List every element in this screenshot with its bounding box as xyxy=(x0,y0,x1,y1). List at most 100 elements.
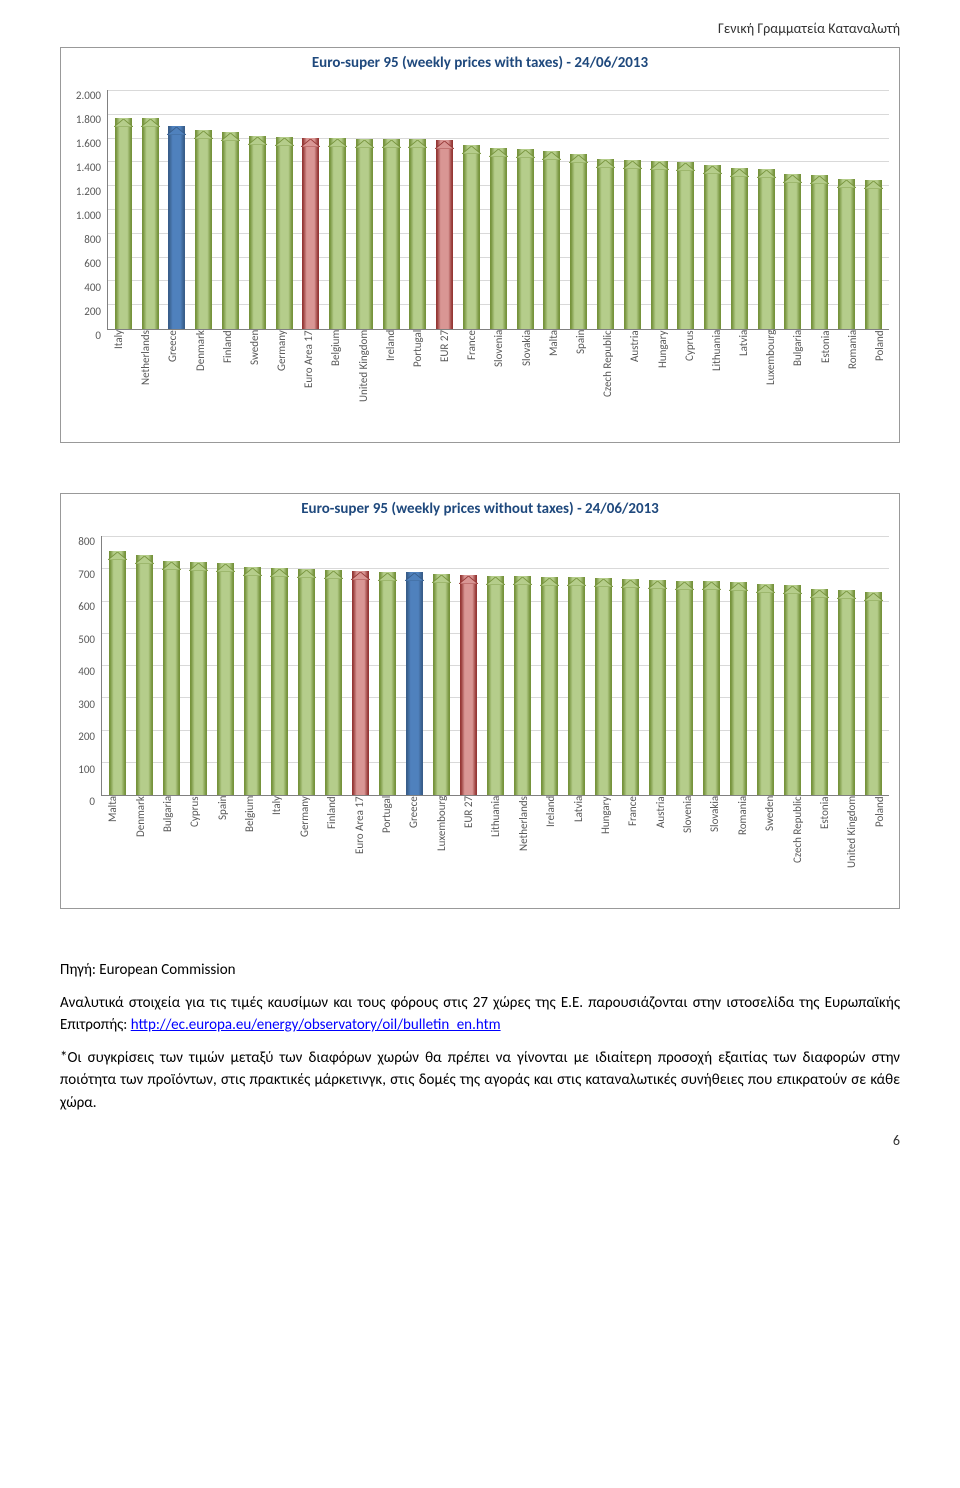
x-axis-label: Austria xyxy=(628,330,645,438)
x-axis-label: Slovakia xyxy=(520,330,537,438)
bar-cap-icon xyxy=(408,134,427,142)
paragraph-2: *Οι συγκρίσεις των τιμών μεταξύ των διαφ… xyxy=(60,1047,900,1115)
x-axis-label: Ireland xyxy=(544,796,561,904)
x-axis-label: Romania xyxy=(846,330,863,438)
bar xyxy=(703,581,720,795)
bar-cap-icon xyxy=(189,557,208,565)
x-axis-label: Estonia xyxy=(819,330,836,438)
bar xyxy=(784,585,801,795)
x-axis-label: Germany xyxy=(275,330,292,438)
x-axis-label: Netherlands xyxy=(517,796,534,904)
x-axis-label: Portugal xyxy=(411,330,428,438)
bar xyxy=(514,576,531,795)
bar xyxy=(271,568,288,796)
x-axis-label: Czech Republic xyxy=(601,330,618,438)
bar xyxy=(329,138,346,329)
x-axis-label: Latvia xyxy=(572,796,589,904)
bar xyxy=(249,136,266,329)
bar xyxy=(383,139,400,329)
bar-cap-icon xyxy=(837,585,856,593)
x-axis-label: Greece xyxy=(166,330,183,438)
bar xyxy=(115,118,132,329)
x-axis-label: Luxembourg xyxy=(764,330,781,438)
bar xyxy=(784,174,801,329)
bar-cap-icon xyxy=(596,154,615,162)
bar xyxy=(622,579,639,795)
source-link[interactable]: http://ec.europa.eu/energy/observatory/o… xyxy=(131,1016,501,1034)
bar-cap-icon xyxy=(569,149,588,157)
x-axis-label: Spain xyxy=(574,330,591,438)
x-axis-label: Lithuania xyxy=(710,330,727,438)
bar-cap-icon xyxy=(542,146,561,154)
bar-cap-icon xyxy=(462,140,481,148)
bar-cap-icon xyxy=(594,573,613,581)
bar xyxy=(490,148,507,329)
bar-cap-icon xyxy=(675,576,694,584)
x-axis-label: Slovenia xyxy=(681,796,698,904)
x-axis-label: Belgium xyxy=(329,330,346,438)
bar-cap-icon xyxy=(221,127,240,135)
bar xyxy=(758,169,775,329)
bar-cap-icon xyxy=(275,132,294,140)
bar-cap-icon xyxy=(489,143,508,151)
bar-cap-icon xyxy=(676,157,695,165)
bar xyxy=(276,137,293,329)
bar-cap-icon xyxy=(108,546,127,554)
bar-cap-icon xyxy=(864,587,883,595)
bar xyxy=(649,580,666,795)
bar xyxy=(865,180,882,329)
bar xyxy=(731,168,748,329)
bar-cap-icon xyxy=(114,113,133,121)
bar xyxy=(460,575,477,795)
x-axis-label: United Kingdom xyxy=(357,330,374,438)
x-axis-label: EUR 27 xyxy=(462,796,479,904)
x-axis-label: Sweden xyxy=(248,330,265,438)
bar-cap-icon xyxy=(486,571,505,579)
bar-cap-icon xyxy=(167,121,186,129)
bar-cap-icon xyxy=(324,565,343,573)
chart-without-taxes: Euro-super 95 (weekly prices without tax… xyxy=(60,493,900,909)
bar-cap-icon xyxy=(355,134,374,142)
bar-cap-icon xyxy=(248,131,267,139)
bar xyxy=(811,175,828,329)
bar xyxy=(436,140,453,329)
x-axis-label: Ireland xyxy=(384,330,401,438)
bar xyxy=(541,577,558,795)
x-axis-label: France xyxy=(465,330,482,438)
bar xyxy=(597,159,614,329)
bar-cap-icon xyxy=(810,584,829,592)
bar xyxy=(838,590,855,795)
bar xyxy=(677,162,694,329)
bar xyxy=(517,149,534,329)
bar xyxy=(190,562,207,795)
x-axis-label: Cyprus xyxy=(683,330,700,438)
bar-cap-icon xyxy=(270,563,289,571)
x-axis-label: Luxembourg xyxy=(435,796,452,904)
x-axis-label: Slovenia xyxy=(492,330,509,438)
bar-cap-icon xyxy=(810,170,829,178)
x-axis-labels: ItalyNetherlandsGreeceDenmarkFinlandSwed… xyxy=(65,330,895,438)
bar-cap-icon xyxy=(864,175,883,183)
bar-cap-icon xyxy=(435,135,454,143)
x-axis-label: Euro Area 17 xyxy=(302,330,319,438)
x-axis-label: Greece xyxy=(407,796,424,904)
plot-area xyxy=(107,90,889,330)
bar-cap-icon xyxy=(301,133,320,141)
x-axis-labels: MaltaDenmarkBulgariaCyprusSpainBelgiumIt… xyxy=(65,796,895,904)
x-axis-label: Belgium xyxy=(243,796,260,904)
plot-area xyxy=(101,536,889,796)
bar xyxy=(222,132,239,329)
x-axis-label: Romania xyxy=(736,796,753,904)
x-axis-label: Finland xyxy=(325,796,342,904)
bar xyxy=(136,555,153,796)
bar-cap-icon xyxy=(459,570,478,578)
bar-cap-icon xyxy=(405,567,424,575)
bar xyxy=(244,567,261,795)
x-axis-label: Czech Republic xyxy=(791,796,808,904)
bar-cap-icon xyxy=(328,133,347,141)
x-axis-label: Cyprus xyxy=(188,796,205,904)
bar xyxy=(757,584,774,795)
bar-cap-icon xyxy=(783,580,802,588)
bar-cap-icon xyxy=(351,566,370,574)
x-axis-label: Euro Area 17 xyxy=(353,796,370,904)
